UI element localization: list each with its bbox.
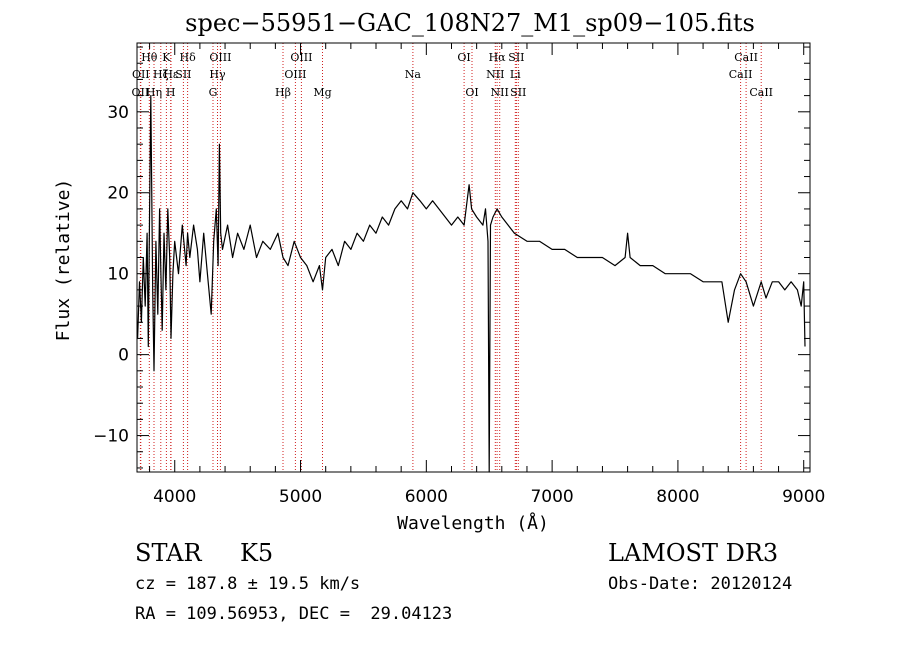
marker-label-20: NII — [486, 68, 504, 81]
marker-label-13: Hβ — [275, 86, 291, 99]
marker-label-25: SII — [510, 86, 526, 99]
marker-label-10: G — [209, 86, 218, 99]
x-tick-label-4: 8000 — [656, 487, 699, 507]
marker-label-28: CaII — [749, 86, 773, 99]
marker-label-24: SII — [508, 51, 524, 64]
marker-label-3: Hη — [146, 86, 162, 99]
y-tick-label-1: 0 — [118, 346, 129, 366]
line-markers — [139, 43, 762, 472]
marker-label-15: OIII — [290, 51, 312, 64]
x-axis-label: Wavelength (Å) — [397, 512, 549, 534]
x-tick-label-3: 7000 — [530, 487, 573, 507]
y-tick-label-4: 30 — [107, 103, 129, 123]
marker-label-4: Hζ — [153, 68, 169, 81]
x-tick-label-5: 9000 — [782, 487, 825, 507]
marker-label-5: K — [162, 51, 171, 64]
marker-label-14: OIII — [284, 68, 306, 81]
y-tick-label-3: 20 — [107, 184, 129, 204]
marker-label-16: Mg — [313, 86, 331, 99]
marker-label-8: SII — [175, 68, 191, 81]
object-class: STAR — [135, 539, 202, 567]
spectrum-series — [137, 94, 806, 473]
chart-title: spec−55951−GAC_108N27_M1_sp09−105.fits — [185, 9, 755, 37]
x-tick-label-0: 4000 — [153, 487, 196, 507]
marker-label-23: Li — [510, 68, 521, 81]
survey-name: LAMOST DR3 — [608, 539, 779, 567]
marker-label-27: CaII — [734, 51, 758, 64]
marker-label-1: OII — [132, 68, 150, 81]
marker-label-19: OI — [465, 86, 478, 99]
plot-frame — [136, 42, 811, 473]
x-tick-label-2: 6000 — [405, 487, 448, 507]
marker-label-18: OI — [457, 51, 470, 64]
marker-label-6: Hε — [163, 68, 179, 81]
x-tick-label-1: 5000 — [279, 487, 322, 507]
marker-label-2: Hθ — [141, 51, 158, 64]
marker-label-21: Hα — [489, 51, 507, 64]
marker-label-11: Hγ — [209, 68, 226, 81]
marker-labels: OII OII Hθ Hη Hζ K Hε H SII Hδ G Hγ OIII Hβ OIII OIII Mg… — [132, 51, 773, 99]
y-axis-label: Flux (relative) — [53, 179, 74, 342]
marker-label-7: H — [166, 86, 176, 99]
marker-label-12: OIII — [209, 51, 231, 64]
axis-ticks: 4000 5000 6000 7000 8000 9000 −10 0 10 20 30 — [93, 43, 825, 507]
object-subclass: K5 — [240, 539, 274, 567]
marker-label-26: CaII — [729, 68, 753, 81]
y-tick-label-0: −10 — [93, 427, 129, 447]
observation-date: Obs-Date: 20120124 — [608, 574, 793, 594]
marker-label-22: NII — [491, 86, 509, 99]
marker-label-9: Hδ — [179, 51, 196, 64]
marker-label-17: Na — [405, 68, 422, 81]
y-tick-label-2: 10 — [107, 265, 129, 285]
marker-label-0: OII — [132, 86, 150, 99]
flux-series-line — [137, 94, 806, 473]
coordinates: RA = 109.56953, DEC = 29.04123 — [135, 604, 453, 624]
redshift-velocity: cz = 187.8 ± 19.5 km/s — [135, 574, 361, 594]
